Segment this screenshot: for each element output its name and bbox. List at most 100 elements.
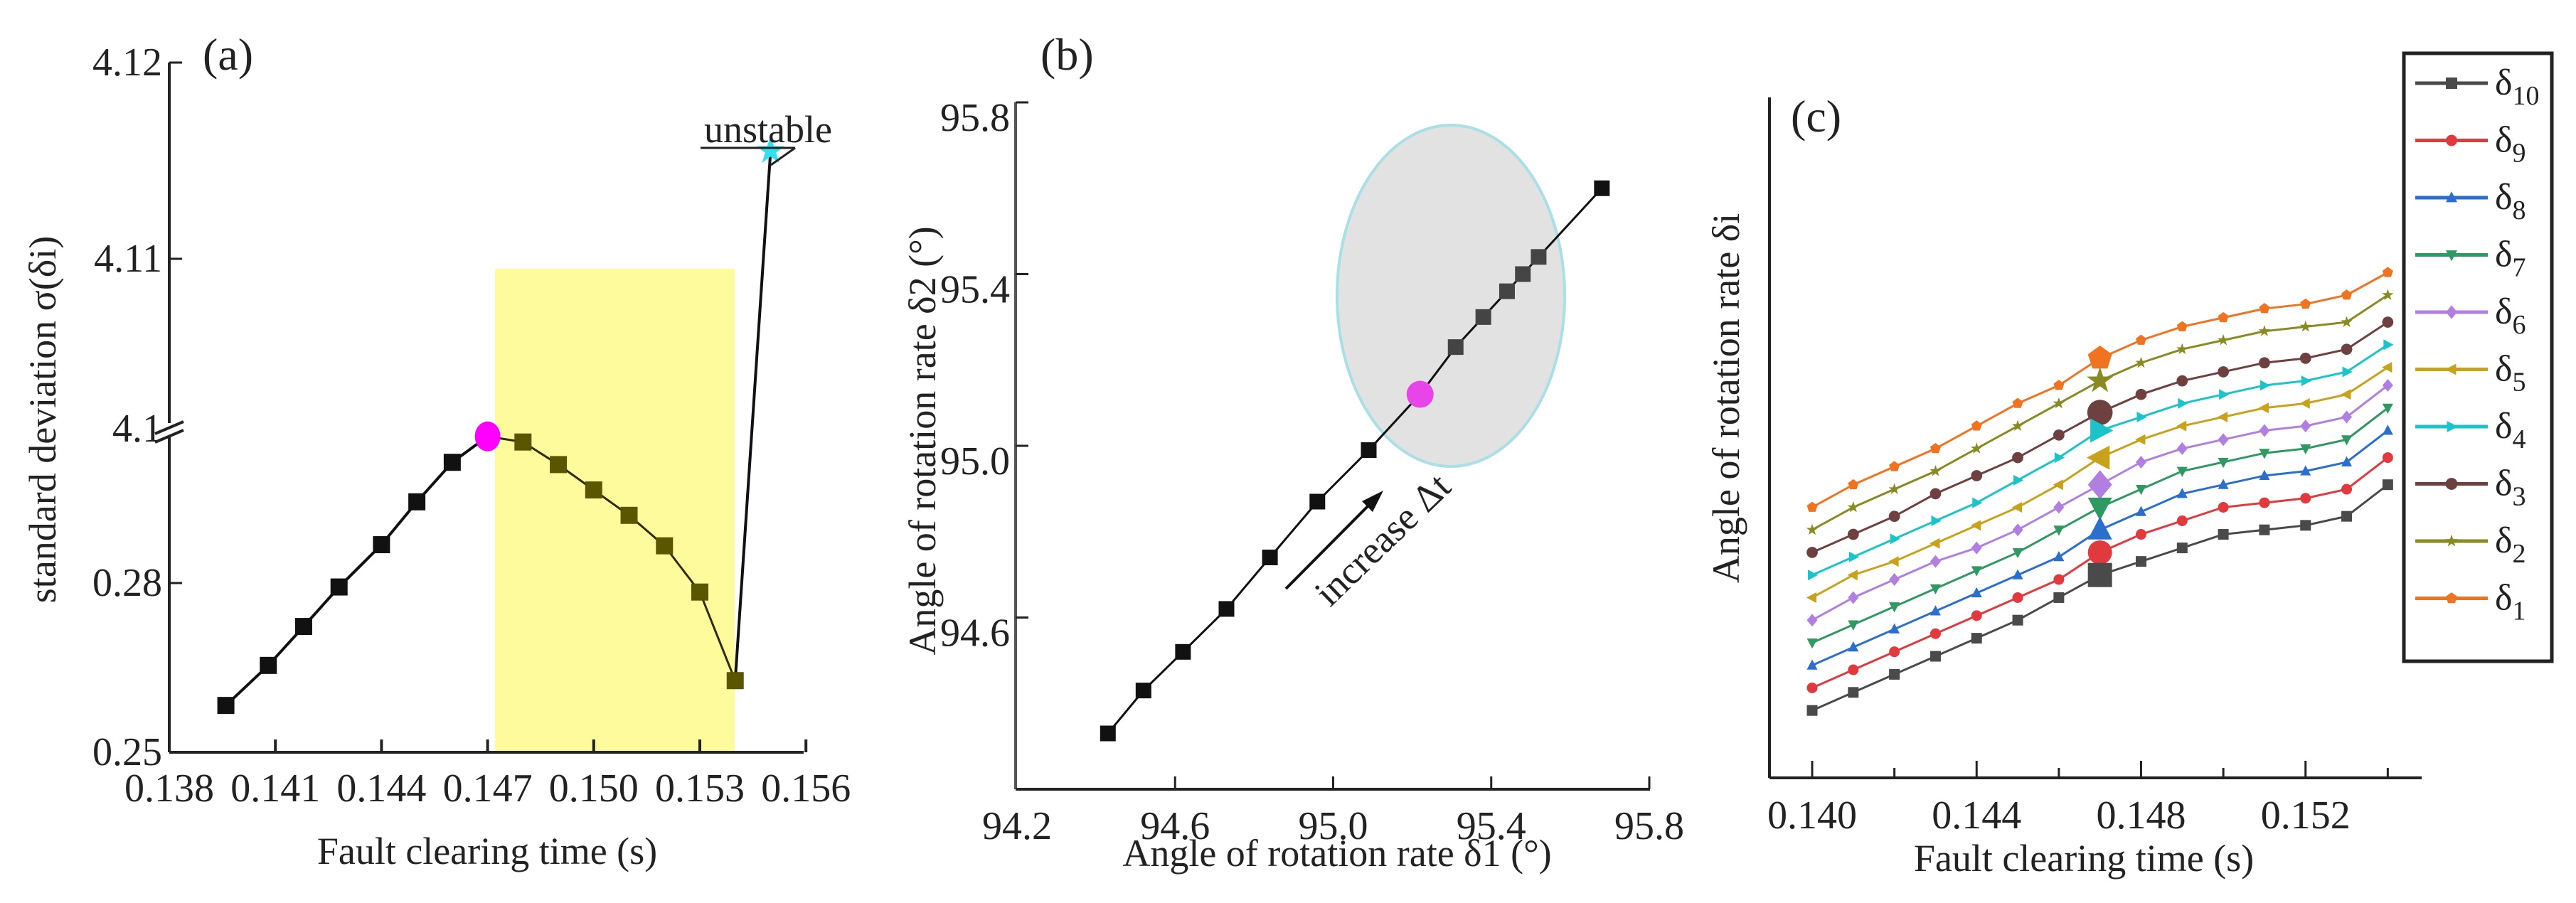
diamond-marker-icon — [2259, 424, 2270, 437]
series-δ3 — [1806, 316, 2394, 558]
x-tick-label: 0.138 — [124, 766, 214, 811]
triangle-down-marker-icon — [2218, 457, 2229, 469]
triangle-down-marker-icon — [2259, 449, 2270, 459]
triangle-left-marker-icon — [1888, 556, 1899, 567]
square-marker-icon — [294, 618, 312, 636]
peak-marker-icon — [474, 421, 501, 452]
triangle-left-marker-icon — [1930, 538, 1940, 549]
square-marker-icon — [2341, 511, 2353, 522]
circle-marker-icon — [1889, 646, 1900, 658]
hexagon-marker-icon — [1888, 511, 1900, 523]
square-marker-icon — [550, 456, 568, 474]
pentagon-marker-icon — [2382, 267, 2393, 277]
series-δ8 — [1806, 424, 2393, 670]
star-marker-icon — [2445, 534, 2458, 547]
triangle-up-marker-icon — [2446, 191, 2457, 203]
triangle-up-marker-icon — [1971, 587, 1982, 598]
square-marker-icon — [2446, 78, 2457, 89]
panel-c-multi-line-chart: 0.140 0.144 0.148 0.152 (c) Fault clearing … — [1705, 51, 2554, 880]
square-marker-icon — [373, 536, 390, 554]
x-tick-label: 95.4 — [1457, 804, 1526, 848]
triangle-left-marker-icon — [2299, 397, 2310, 409]
x-tick-label: 0.144 — [336, 766, 426, 811]
triangle-right-marker-icon — [2342, 366, 2353, 378]
y-tick-label: 94.6 — [940, 611, 1010, 656]
star-marker-icon — [2217, 333, 2230, 346]
hexagon-marker-icon — [2341, 343, 2353, 356]
star-marker-icon — [2176, 343, 2188, 355]
square-marker-icon — [2087, 562, 2112, 587]
triangle-down-marker-icon — [1806, 638, 1818, 649]
triangle-down-marker-icon — [2300, 444, 2311, 455]
legend-item-δ4: δ4 — [2415, 406, 2526, 454]
y-tick-label: 4.11 — [94, 237, 162, 281]
line-unstable — [733, 151, 772, 681]
y-axis-title: Angle of rotation rate δi — [1705, 213, 1747, 583]
triangle-up-marker-icon — [1930, 605, 1941, 616]
square-marker-icon — [1499, 283, 1515, 299]
square-marker-icon — [514, 433, 532, 451]
hexagon-marker-icon — [1806, 547, 1818, 558]
triangle-down-marker-icon — [2176, 466, 2188, 477]
square-marker-icon — [1361, 442, 1377, 459]
triangle-left-marker-icon — [2011, 501, 2023, 513]
diamond-marker-icon — [2176, 442, 2188, 455]
circle-marker-icon — [2218, 501, 2229, 513]
square-marker-icon — [260, 656, 277, 674]
x-axis-title: Fault clearing time (s) — [1914, 837, 2254, 880]
hexagon-marker-icon — [2445, 478, 2458, 490]
triangle-up-marker-icon — [2053, 551, 2065, 562]
triangle-down-marker-icon — [1930, 584, 1941, 594]
arrow-head-icon — [1362, 491, 1383, 512]
triangle-right-marker-icon — [1972, 497, 1983, 508]
series-δ10 — [1806, 479, 2393, 716]
circle-marker-icon — [1806, 682, 1818, 693]
highlight-marker-icon — [1406, 380, 1434, 408]
x-axis-title: Angle of rotation rate δ1 (°) — [1122, 832, 1551, 875]
square-marker-icon — [217, 697, 235, 715]
square-marker-icon — [2053, 592, 2065, 603]
diamond-marker-icon — [2135, 455, 2146, 469]
square-marker-icon — [1309, 493, 1326, 510]
y-tick-label: 95.8 — [940, 96, 1010, 140]
legend-box — [2402, 51, 2554, 663]
star-marker-icon — [2299, 320, 2311, 332]
triangle-down-marker-icon — [2382, 403, 2393, 414]
square-marker-icon — [1531, 249, 1547, 265]
square-marker-icon — [1475, 309, 1491, 325]
y-tick-label: 4.12 — [92, 41, 162, 85]
series-δ2 — [1806, 289, 2394, 535]
square-marker-icon — [330, 578, 348, 596]
x-tick-label: 0.141 — [230, 766, 320, 811]
x-tick-label: 0.150 — [549, 766, 639, 811]
square-marker-icon — [2300, 520, 2311, 531]
square-marker-icon — [1971, 633, 1982, 644]
square-marker-icon — [1262, 549, 1278, 565]
triangle-up-marker-icon — [2300, 465, 2311, 476]
legend-item-δ3: δ3 — [2415, 464, 2526, 512]
triangle-right-marker-icon — [1931, 515, 1942, 526]
diamond-marker-icon — [1889, 573, 1900, 587]
x-tick-label: 95.8 — [1614, 804, 1684, 848]
series-δ4 — [1808, 339, 2394, 581]
hexagon-marker-icon — [1847, 528, 1859, 540]
panel-b-phase-scatter-chart: 95.8 95.4 95.0 94.6 94.2 94.6 95.0 95.4 95.8 in… — [901, 29, 1684, 875]
triangle-left-marker-icon — [2086, 445, 2110, 470]
shaded-region — [495, 269, 735, 752]
pentagon-marker-icon — [2446, 592, 2457, 604]
triangle-left-marker-icon — [2053, 479, 2063, 491]
square-marker-icon — [408, 493, 426, 511]
triangle-down-marker-icon — [2087, 497, 2112, 521]
triangle-right-marker-icon — [1890, 533, 1900, 545]
diamond-marker-icon — [1971, 541, 1982, 555]
y-tick-label: 95.4 — [940, 268, 1010, 312]
star-marker-icon — [1930, 465, 1942, 476]
triangle-down-marker-icon — [2135, 485, 2146, 496]
circle-marker-icon — [2135, 529, 2146, 540]
x-tick-marks: 0.140 0.144 0.148 0.152 — [1767, 761, 2389, 838]
triangle-up-marker-icon — [2259, 469, 2270, 480]
pentagon-marker-icon — [2176, 321, 2188, 331]
square-marker-icon — [726, 672, 744, 690]
